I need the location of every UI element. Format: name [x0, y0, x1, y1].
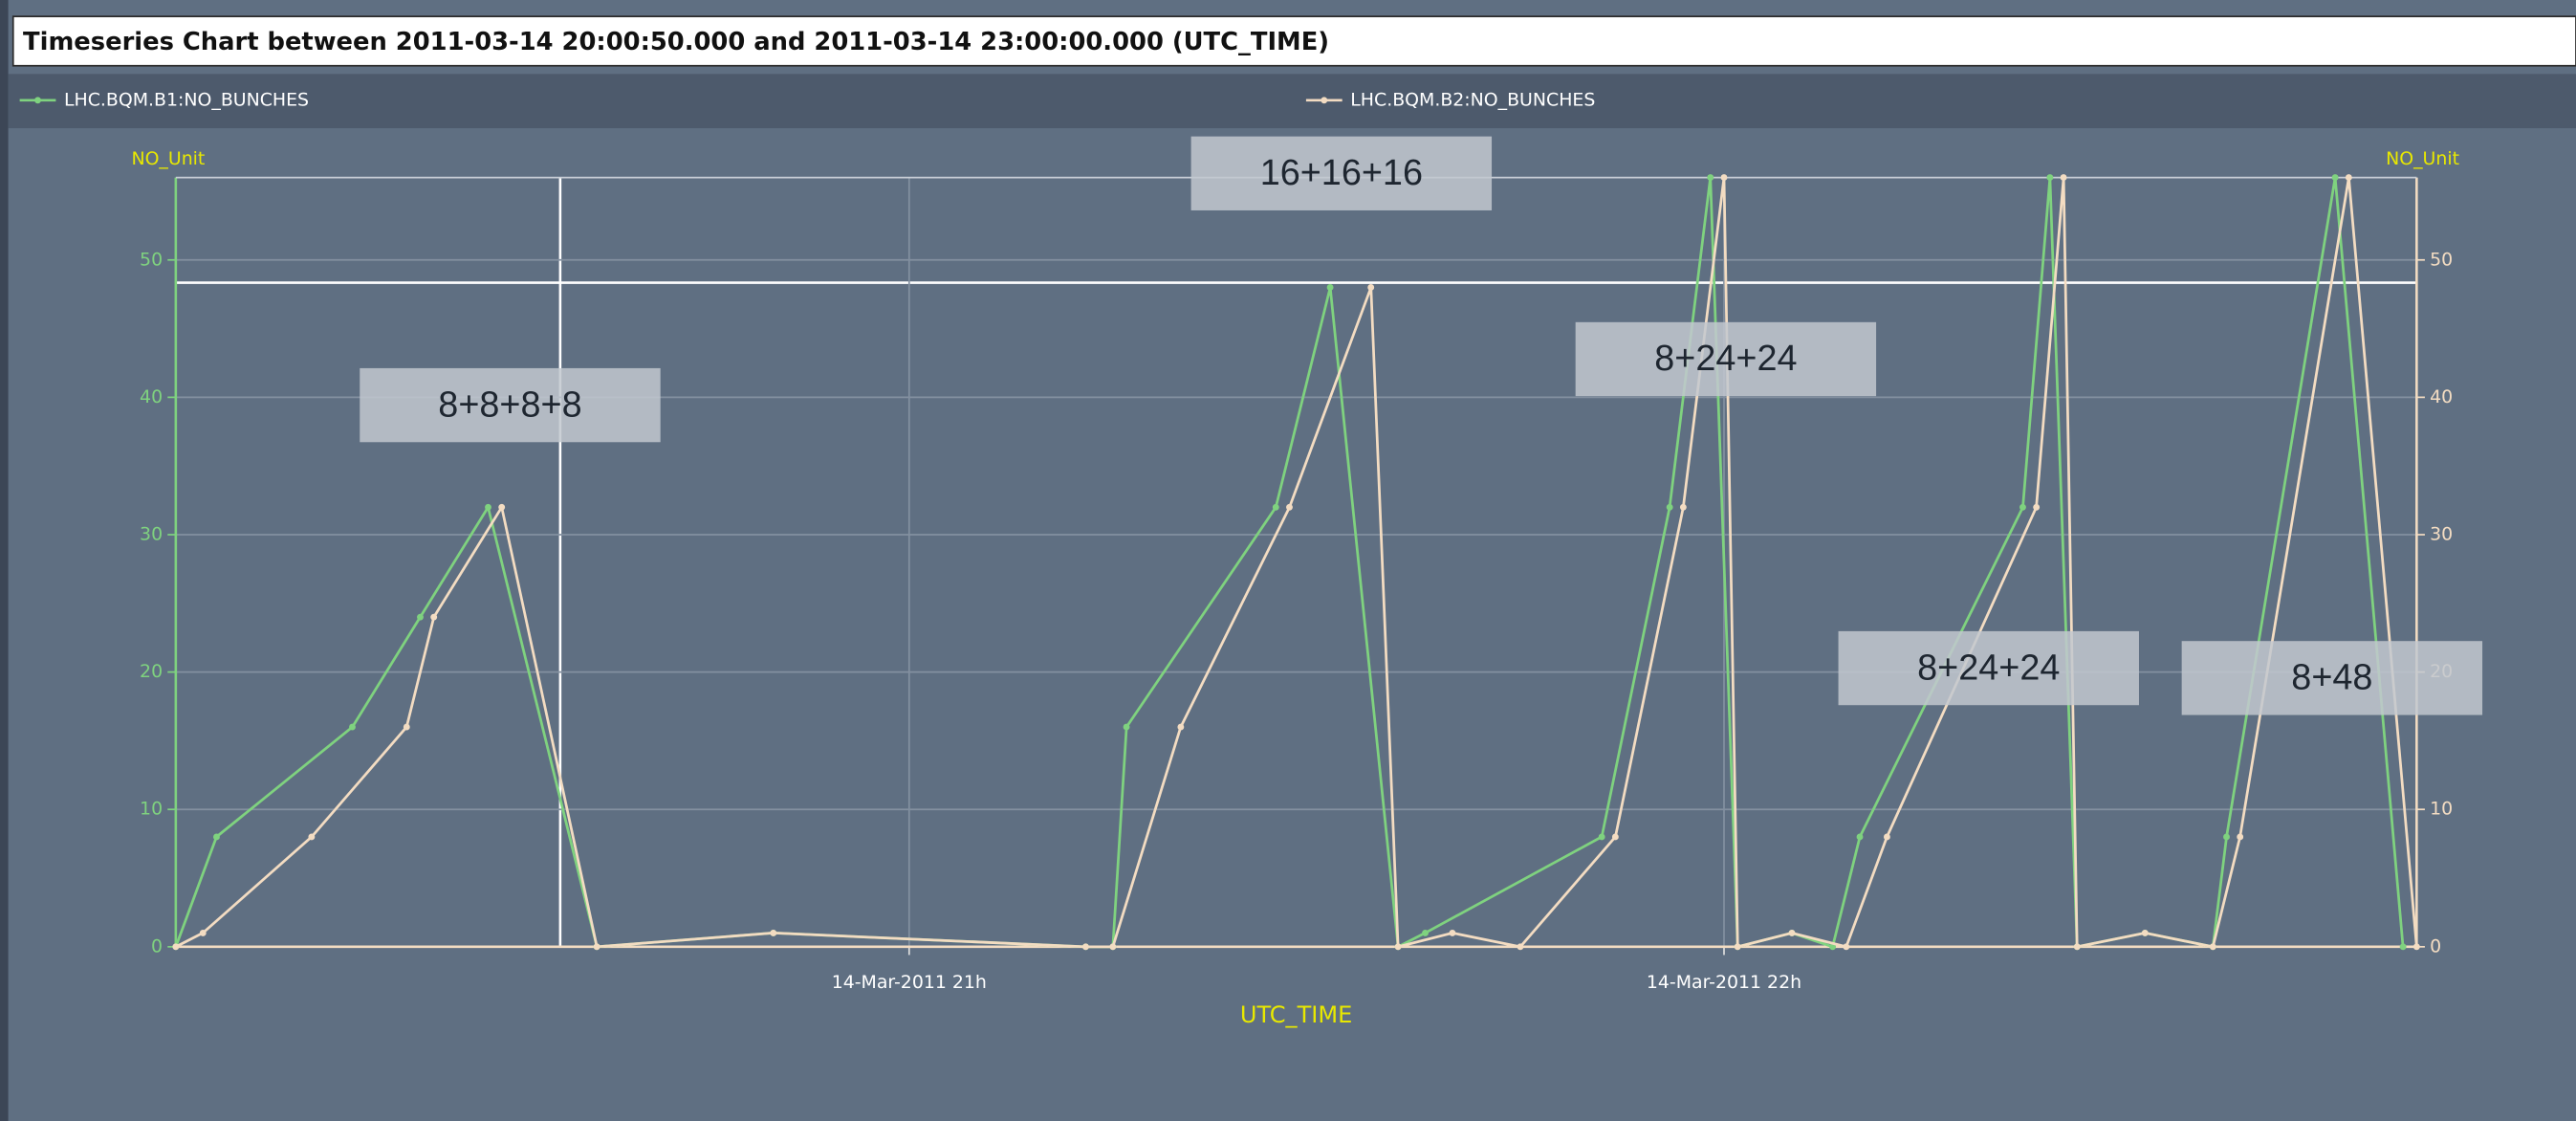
- y2-tick-label: 50: [2430, 249, 2453, 270]
- point: [1856, 833, 1864, 841]
- point: [1367, 284, 1375, 291]
- point: [1109, 943, 1117, 951]
- point: [1666, 503, 1673, 511]
- point: [1326, 284, 1334, 291]
- point: [2331, 174, 2339, 182]
- point: [2345, 174, 2352, 182]
- point: [430, 613, 438, 621]
- point: [1598, 833, 1605, 841]
- chart-title: Timeseries Chart between 2011-03-14 20:0…: [23, 28, 1329, 56]
- point: [498, 503, 506, 511]
- x-tick-label: 14-Mar-2011 21h: [832, 972, 987, 993]
- annotation-box: [1575, 321, 1877, 397]
- point: [1123, 723, 1130, 731]
- legend-bar: [8, 74, 2576, 129]
- point: [2046, 174, 2054, 182]
- annotation-box: [2181, 641, 2483, 715]
- y2-axis-label: NO_Unit: [2386, 148, 2459, 169]
- title-bar: [11, 15, 2576, 67]
- point: [1843, 943, 1850, 951]
- point: [349, 723, 356, 731]
- point: [2060, 174, 2067, 182]
- y2-tick-label: 0: [2430, 935, 2441, 956]
- point: [1707, 174, 1714, 182]
- legend-marker: [1321, 97, 1328, 104]
- point: [2209, 943, 2216, 951]
- point: [1286, 503, 1293, 511]
- point: [770, 930, 777, 936]
- legend-label: LHC.BQM.B2:NO_BUNCHES: [1350, 89, 1595, 110]
- legend-label: LHC.BQM.B1:NO_BUNCHES: [64, 89, 309, 110]
- point: [199, 930, 207, 936]
- point: [485, 503, 491, 511]
- y2-tick-label: 30: [2430, 523, 2453, 544]
- point: [1394, 943, 1402, 951]
- annotation-box: [1838, 630, 2139, 706]
- point: [2237, 833, 2244, 841]
- y-tick-label: 0: [151, 935, 163, 956]
- point: [2412, 943, 2420, 951]
- legend-marker: [34, 97, 41, 104]
- point: [2223, 833, 2230, 841]
- point: [1829, 943, 1837, 951]
- point: [213, 833, 220, 841]
- point: [1679, 503, 1687, 511]
- y2-tick-label: 10: [2430, 799, 2453, 820]
- annotation: 16+16+16: [1260, 153, 1423, 193]
- point: [1422, 930, 1429, 936]
- point: [403, 723, 410, 731]
- annotation: 8+8+8+8: [438, 385, 581, 425]
- x-tick-label: 14-Mar-2011 22h: [1647, 972, 1801, 993]
- point: [1720, 174, 1728, 182]
- y-tick-label: 20: [140, 661, 163, 682]
- point: [1272, 503, 1279, 511]
- y-tick-label: 40: [140, 386, 163, 407]
- y-tick-label: 30: [140, 523, 163, 544]
- point: [1517, 943, 1524, 951]
- point: [2141, 930, 2149, 936]
- annotation: 8+24+24: [1654, 339, 1797, 379]
- left-frame: [0, 0, 9, 1121]
- point: [1883, 833, 1890, 841]
- point: [2019, 503, 2026, 511]
- x-axis-label: UTC_TIME: [1240, 1001, 1352, 1028]
- annotation: 8+24+24: [1917, 648, 2060, 688]
- point: [308, 833, 316, 841]
- point: [2073, 943, 2081, 951]
- point: [1082, 943, 1089, 951]
- point: [593, 943, 600, 951]
- point: [2033, 503, 2041, 511]
- point: [1734, 943, 1741, 951]
- y-tick-label: 10: [140, 799, 163, 820]
- point: [417, 613, 424, 621]
- point: [2399, 943, 2407, 951]
- annotation-box: [1190, 136, 1493, 210]
- point: [1611, 833, 1619, 841]
- annotation: 8+48: [2291, 658, 2372, 698]
- y2-tick-label: 40: [2430, 386, 2453, 407]
- annotation-box: [360, 367, 661, 443]
- point: [1788, 930, 1796, 936]
- y-axis-label: NO_Unit: [131, 148, 205, 169]
- point: [1449, 930, 1456, 936]
- point: [1177, 723, 1185, 731]
- point: [172, 943, 180, 951]
- y-tick-label: 50: [140, 249, 163, 270]
